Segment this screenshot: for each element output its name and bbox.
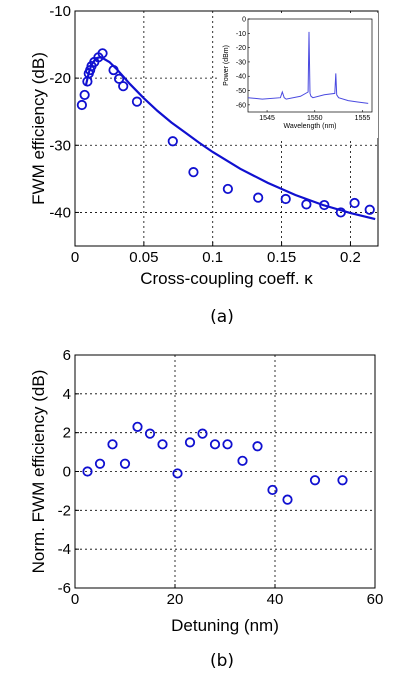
chart-b-data-point: [82, 466, 93, 477]
chart-b-data-point: [144, 428, 156, 439]
inset-spectrum-line: [247, 31, 369, 104]
inset-y-tick-label: -50: [236, 88, 246, 95]
inset-y-tick-label: -20: [236, 45, 246, 52]
chart-b-data-point: [172, 468, 183, 479]
inset-x-axis-label: Wavelength (nm): [283, 123, 336, 130]
chart-b-data-point: [337, 475, 348, 486]
chart-a-y-tick-label: -20: [49, 70, 71, 87]
chart-a-panel-label: (a): [210, 307, 234, 327]
inset-x-tick-label: 1545: [259, 115, 275, 122]
chart-a-x-tick-label: 0.05: [129, 249, 158, 266]
chart-b-data-point: [267, 484, 278, 496]
chart-a-data-point: [131, 96, 143, 107]
inset-y-tick-label: -30: [236, 59, 246, 66]
chart-a-x-axis-label: Cross-coupling coeff. κ: [140, 269, 313, 288]
chart-a-y-tick-label: -30: [49, 137, 71, 154]
inset-x-tick-label: 1550: [307, 115, 323, 122]
chart-b-y-tick-label: 4: [63, 386, 71, 403]
chart-b-x-tick-label: 60: [367, 591, 384, 608]
chart-b-grid: [75, 355, 375, 588]
chart-b-data-point: [184, 437, 196, 448]
chart-b-data-point: [132, 421, 143, 432]
chart-a-model-line: [84, 56, 376, 221]
chart-b-y-tick-label: -6: [58, 580, 71, 597]
chart-b-data-point: [252, 441, 263, 452]
chart-a-data-point: [79, 89, 90, 101]
chart-a-x-tick-label: 0.1: [202, 249, 223, 266]
chart-b-ticks: 0 20 40 60 -6 -4 -2 0 2 4 6: [58, 347, 384, 608]
chart-a-data-point: [188, 167, 199, 178]
chart-a-data-point: [301, 199, 312, 210]
chart-b-x-tick-label: 20: [167, 591, 184, 608]
chart-a-y-tick-label: -10: [49, 3, 71, 20]
chart-a-data-point: [280, 193, 291, 205]
chart-b-data-point: [222, 439, 233, 450]
chart-b-y-tick-label: 0: [63, 464, 71, 481]
chart-a-x-tick-label: 0.2: [340, 249, 361, 266]
inset-x-tick-label: 1555: [355, 115, 371, 122]
chart-b-y-tick-label: 6: [63, 347, 71, 364]
chart-b-data-point: [209, 439, 221, 450]
inset-y-tick-label: -60: [236, 102, 246, 109]
chart-a-data-point: [349, 197, 360, 209]
chart-a-data-point: [76, 99, 87, 111]
chart-a-data-point: [253, 192, 264, 203]
chart-b-y-tick-label: -4: [58, 541, 71, 558]
chart-b-y-tick-label: -2: [58, 502, 71, 519]
chart-b-data-point: [197, 428, 208, 439]
chart-a-inset: 1545 1550 1555 0 -10 -20 -30 -40 -50 -60 Wavelengt…: [220, 13, 378, 138]
chart-b-data-point: [157, 439, 168, 450]
chart-b-data-point: [282, 494, 293, 505]
chart-b-data-point: [107, 439, 118, 450]
chart-b-y-tick-label: 2: [63, 425, 71, 442]
chart-b-data-point: [94, 458, 106, 469]
chart-b-data-point: [309, 475, 321, 486]
chart-a-data-point: [118, 81, 129, 92]
chart-b-y-axis-label: Norm. FWM efficiency (dB): [29, 370, 48, 574]
chart-a-data-point: [167, 136, 178, 147]
chart-a-data-point: [222, 183, 233, 195]
chart-a-y-axis-label: FWM efficiency (dB): [29, 52, 48, 205]
chart-a-y-tick-label: -40: [49, 204, 71, 221]
chart-a-data-point: [364, 204, 375, 215]
inset-y-axis-label: Power (dBm): [223, 45, 230, 86]
chart-b-panel-label: (b): [210, 651, 234, 671]
chart-b-data-point: [119, 458, 131, 469]
chart-b-x-axis-label: Detuning (nm): [171, 616, 279, 635]
inset-background: [220, 13, 378, 138]
chart-b: 0 20 40 60 -6 -4 -2 0 2 4 6 Detuning (nm) Norm. FW…: [29, 347, 383, 671]
inset-y-tick-label: 0: [242, 17, 246, 24]
inset-plot-area: [247, 18, 373, 113]
chart-a-x-tick-label: 0.15: [267, 249, 296, 266]
chart-b-data-point: [237, 455, 248, 466]
chart-b-data: [82, 421, 348, 505]
chart-b-x-tick-label: 0: [71, 591, 79, 608]
chart-a: 0 0.05 0.1 0.15 0.2 -40 -30 -20 -10 1545 1550 1555…: [29, 3, 379, 327]
chart-a-ticks: 0 0.05 0.1 0.15 0.2 -40 -30 -20 -10: [49, 3, 361, 266]
chart-a-data: [76, 48, 376, 221]
inset-y-tick-label: -10: [236, 31, 246, 38]
chart-b-x-tick-label: 40: [267, 591, 284, 608]
chart-a-data-point: [113, 73, 125, 84]
chart-a-x-tick-label: 0: [71, 249, 79, 266]
inset-y-tick-label: -40: [236, 74, 246, 81]
